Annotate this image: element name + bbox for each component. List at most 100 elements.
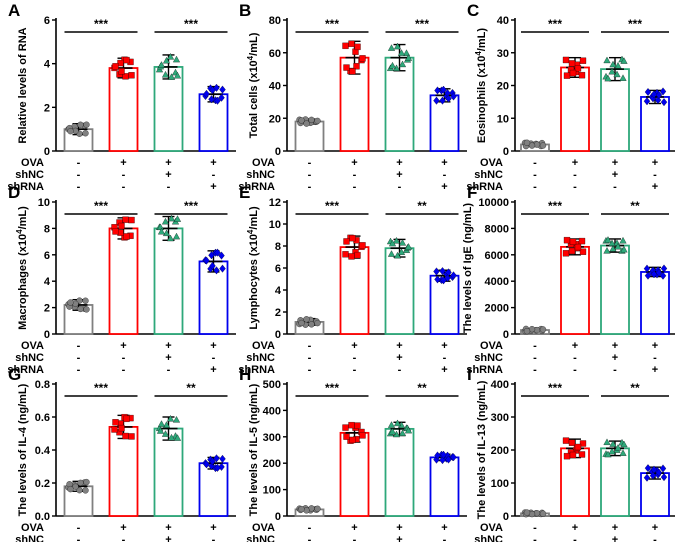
group-sign: + (120, 157, 126, 169)
group-sign: - (212, 534, 216, 542)
panel-letter: A (8, 1, 20, 20)
data-point (83, 478, 90, 486)
bar-4 (198, 462, 229, 517)
y-axis-label: Total cells (x104/mL) (246, 32, 260, 138)
y-tick-label: 2 (44, 102, 50, 114)
y-tick-label: 0.6 (35, 412, 50, 424)
group-sign: + (396, 340, 402, 352)
data-point (118, 68, 125, 75)
data-point (397, 248, 406, 255)
group-sign: + (165, 340, 171, 352)
data-point (450, 92, 457, 101)
data-point (208, 462, 215, 470)
data-point (308, 116, 315, 124)
group-row-label: shNC (474, 352, 503, 364)
data-point (83, 121, 90, 128)
bar-3 (600, 447, 630, 517)
y-tick-label: 500 (263, 379, 281, 391)
data-point (314, 319, 321, 327)
data-point (433, 267, 440, 276)
group-sign: - (77, 522, 81, 534)
data-point (348, 253, 355, 260)
group-sign: - (573, 534, 577, 542)
group-sign: - (573, 169, 577, 181)
significance-label: ** (186, 381, 196, 395)
data-point (388, 427, 397, 435)
data-point (387, 421, 396, 428)
data-point (157, 61, 166, 68)
data-point (173, 434, 182, 441)
group-sign: - (653, 169, 657, 181)
data-point (433, 96, 440, 105)
y-axis-label: The levels of IL-13 (ng/mL) (476, 380, 488, 519)
group-sign: + (396, 169, 402, 181)
y-tick-label: 400 (491, 379, 509, 391)
data-point (67, 485, 74, 493)
group-row-label: shNC (246, 352, 275, 364)
group-sign: - (398, 364, 402, 376)
group-sign: - (533, 364, 537, 376)
data-point (655, 268, 663, 277)
bar-4 (198, 260, 229, 335)
y-tick-label: 0 (44, 329, 50, 341)
bar-2 (108, 227, 139, 335)
y-axis-label: Lymphocytes (x104/mL) (246, 206, 260, 330)
y-tick-label: 4 (44, 59, 51, 71)
data-point (569, 451, 577, 459)
group-row-label: shRNA (7, 364, 44, 376)
significance-label: *** (184, 199, 198, 213)
data-point (614, 444, 622, 451)
data-point (643, 97, 651, 106)
y-tick-label: 100 (263, 485, 281, 497)
data-point (308, 321, 315, 328)
group-sign: + (612, 169, 618, 181)
y-tick-label: 300 (491, 412, 509, 424)
y-tick-label: 300 (263, 432, 281, 444)
group-sign: - (533, 534, 537, 542)
data-point (659, 87, 667, 96)
data-point (128, 216, 135, 224)
group-sign: + (120, 340, 126, 352)
data-point (439, 96, 446, 105)
data-point (343, 433, 350, 440)
panel-B: B 0 20 40 60 80 Total cells (x104/mL) *** *** OVA… (238, 1, 467, 193)
group-sign: + (165, 169, 171, 181)
y-tick-label: 0 (275, 329, 281, 341)
data-point (349, 68, 356, 75)
data-point (128, 72, 135, 79)
group-sign: + (396, 157, 402, 169)
data-point (157, 420, 166, 427)
group-sign: - (398, 181, 402, 193)
y-tick-label: 0 (503, 511, 509, 523)
group-sign: + (165, 157, 171, 169)
significance-label: *** (415, 17, 429, 31)
data-point (579, 248, 587, 255)
group-sign: - (308, 340, 312, 352)
group-sign: + (351, 340, 357, 352)
data-point (445, 455, 452, 464)
data-point (353, 63, 360, 70)
data-point (162, 421, 171, 428)
y-tick-label: 2000 (485, 303, 509, 315)
group-sign: - (653, 352, 657, 364)
group-row-label: OVA (480, 522, 503, 534)
group-sign: - (533, 522, 537, 534)
data-point (342, 251, 349, 258)
data-point (659, 464, 667, 473)
group-sign: - (308, 534, 312, 542)
group-row-label: shNC (15, 352, 44, 364)
data-point (568, 439, 576, 446)
data-point (608, 67, 616, 75)
data-point (303, 316, 310, 323)
group-sign: - (353, 352, 357, 364)
data-point (439, 267, 446, 276)
data-point (562, 437, 570, 444)
group-sign: - (122, 169, 126, 181)
panel-letter: E (239, 183, 250, 202)
data-point (218, 93, 225, 102)
data-point (203, 256, 210, 265)
group-sign: + (652, 522, 658, 534)
group-row-label: OVA (480, 340, 503, 352)
y-tick-label: 8 (275, 241, 281, 253)
